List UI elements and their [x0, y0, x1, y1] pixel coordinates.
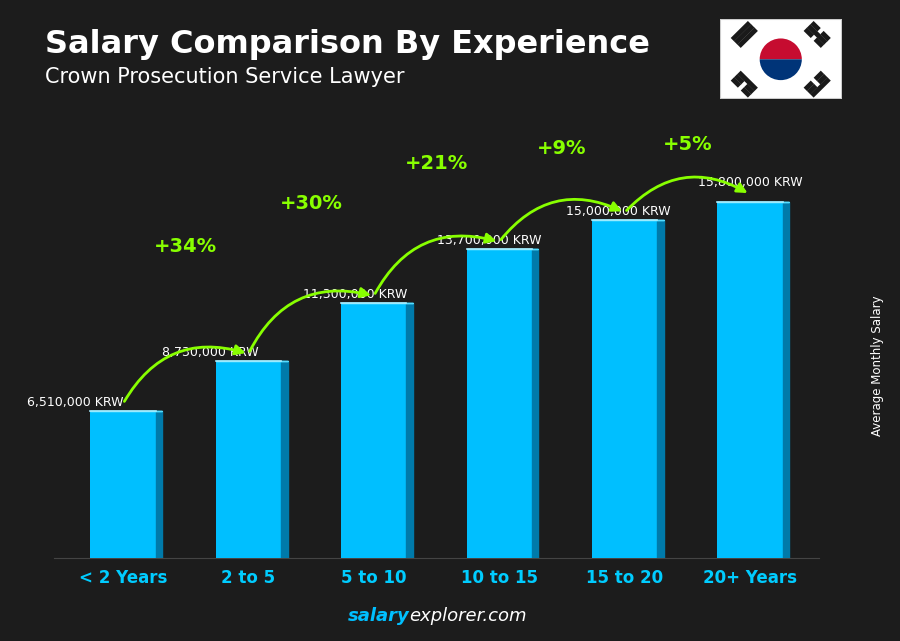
Text: +21%: +21% — [405, 154, 468, 173]
Polygon shape — [281, 361, 287, 558]
Circle shape — [776, 65, 786, 75]
Text: Average Monthly Salary: Average Monthly Salary — [871, 295, 884, 436]
Text: 8,730,000 KRW: 8,730,000 KRW — [162, 346, 259, 359]
Text: 15,800,000 KRW: 15,800,000 KRW — [698, 176, 802, 189]
Bar — [466, 249, 532, 558]
Text: 13,700,000 KRW: 13,700,000 KRW — [436, 234, 542, 247]
Text: 6,510,000 KRW: 6,510,000 KRW — [27, 396, 123, 409]
Polygon shape — [532, 249, 538, 558]
Bar — [216, 361, 281, 558]
Polygon shape — [657, 220, 663, 558]
Text: +30%: +30% — [280, 194, 343, 213]
Bar — [592, 220, 657, 558]
Polygon shape — [156, 411, 162, 558]
Bar — [341, 303, 407, 558]
Text: explorer.com: explorer.com — [410, 607, 527, 625]
Bar — [717, 201, 783, 558]
Text: salary: salary — [347, 607, 410, 625]
Circle shape — [776, 44, 786, 54]
Bar — [90, 411, 156, 558]
Text: Crown Prosecution Service Lawyer: Crown Prosecution Service Lawyer — [45, 67, 404, 87]
Wedge shape — [760, 38, 802, 60]
Text: +9%: +9% — [537, 139, 587, 158]
Text: Salary Comparison By Experience: Salary Comparison By Experience — [45, 29, 650, 60]
Text: 11,300,000 KRW: 11,300,000 KRW — [302, 288, 407, 301]
Wedge shape — [760, 60, 802, 80]
Polygon shape — [783, 201, 789, 558]
Polygon shape — [407, 303, 413, 558]
Text: +34%: +34% — [154, 237, 217, 256]
Text: +5%: +5% — [662, 135, 712, 154]
Text: 15,000,000 KRW: 15,000,000 KRW — [566, 205, 670, 218]
